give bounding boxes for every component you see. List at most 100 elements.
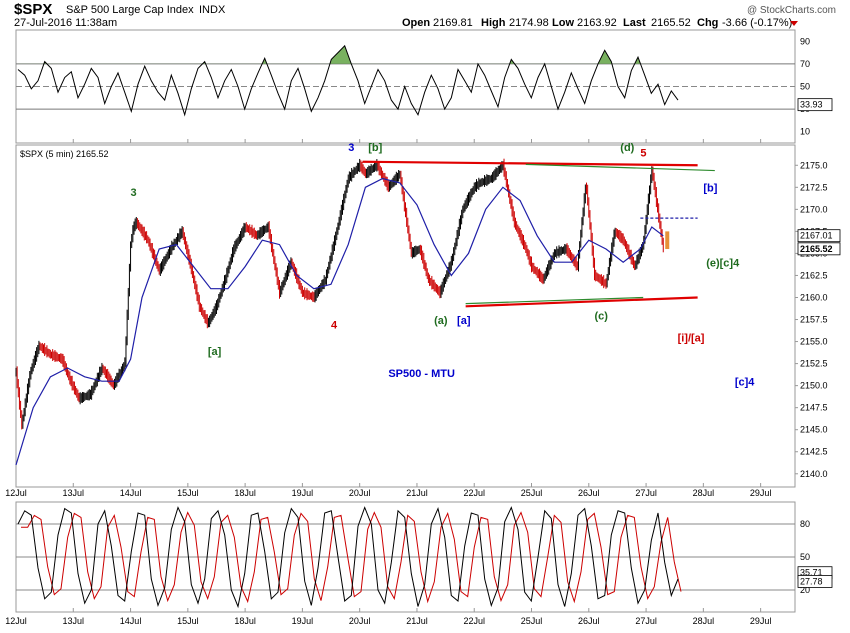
xtick-label-bottom-10: 26Jul xyxy=(578,616,600,626)
upper-oscillator-line xyxy=(17,44,679,117)
xtick-label-bottom-0: 12Jul xyxy=(5,616,27,626)
lower-value-label-1: 27.78 xyxy=(800,576,823,586)
last-candle xyxy=(665,231,670,250)
wave-label-13: [i]/[a] xyxy=(678,333,705,345)
price-ytick-label-8: 2155.0 xyxy=(800,337,828,347)
xtick-label-mid-12: 28Jul xyxy=(693,488,715,498)
price-ytick-label-14: 2140.0 xyxy=(800,469,828,479)
upper-last-value-box xyxy=(797,98,833,112)
price-panel-title: $SPX (5 min) 2165.52 xyxy=(20,149,109,159)
upper-oscillator-panel: 907050301033.93 xyxy=(16,36,833,137)
wave-label-12: (e)[c]4 xyxy=(706,258,740,270)
wave-label-14: [c]4 xyxy=(735,377,755,389)
xtick-label-mid-11: 27Jul xyxy=(635,488,657,498)
lower-signal-line xyxy=(21,511,682,604)
upper-ytick-label-0: 90 xyxy=(800,36,810,46)
xtick-label-mid-4: 18Jul xyxy=(234,488,256,498)
xtick-label-mid-8: 22Jul xyxy=(463,488,485,498)
xtick-label-mid-5: 19Jul xyxy=(292,488,314,498)
trendline-upper-green xyxy=(525,163,715,172)
trendline-lower-red xyxy=(465,296,698,308)
price-ytick-label-6: 2160.0 xyxy=(800,292,828,302)
wave-label-0: 3 xyxy=(131,187,137,199)
low-label: Low xyxy=(552,17,574,29)
price-ytick-label-0: 2175.0 xyxy=(800,160,828,170)
xtick-label-bottom-2: 14Jul xyxy=(120,616,142,626)
wave-label-1: [a] xyxy=(208,346,222,358)
open-value: 2169.81 xyxy=(433,17,473,29)
index-name: S&P 500 Large Cap Index xyxy=(66,4,194,16)
xtick-label-mid-10: 26Jul xyxy=(578,488,600,498)
lower-oscillator-line xyxy=(17,506,679,609)
moving-average-line xyxy=(15,177,664,466)
last-price-label: 2165.52 xyxy=(800,244,833,254)
down-arrow-icon xyxy=(790,21,798,26)
lower-value-label-0: 35.71 xyxy=(800,568,823,578)
xtick-label-mid-0: 12Jul xyxy=(5,488,27,498)
upper-ytick-label-1: 70 xyxy=(800,59,810,69)
price-ytick-label-13: 2142.5 xyxy=(800,447,828,457)
credit: @ StockCharts.com xyxy=(747,5,836,16)
lower-ytick-label-1: 50 xyxy=(800,552,810,562)
exchange: INDX xyxy=(199,4,226,16)
xtick-label-mid-1: 13Jul xyxy=(63,488,85,498)
high-value: 2174.98 xyxy=(509,17,549,29)
price-panel-frame xyxy=(15,144,796,488)
wave-label-4: [b] xyxy=(368,142,382,154)
chg-value: -3.66 (-0.17%) xyxy=(722,17,792,29)
symbol: $SPX xyxy=(14,1,52,18)
wave-label-10: 5 xyxy=(640,147,646,159)
xtick-label-bottom-12: 28Jul xyxy=(693,616,715,626)
trendline-lower-green xyxy=(465,296,644,305)
xtick-label-bottom-1: 13Jul xyxy=(63,616,85,626)
price-ytick-label-11: 2147.5 xyxy=(800,403,828,413)
ma-value-label: 2167.01 xyxy=(800,231,833,241)
wave-label-5: (a) xyxy=(434,315,448,327)
price-ytick-label-5: 2162.5 xyxy=(800,270,828,280)
xtick-label-mid-13: 29Jul xyxy=(750,488,772,498)
last-price-box xyxy=(797,242,841,256)
price-ytick-label-1: 2172.5 xyxy=(800,182,828,192)
last-label: Last xyxy=(623,17,646,29)
xtick-label-mid-7: 21Jul xyxy=(406,488,428,498)
datetime: 27-Jul-2016 11:38am xyxy=(14,17,117,29)
last-value: 2165.52 xyxy=(651,17,691,29)
wave-label-11: [b] xyxy=(703,183,717,195)
wave-label-3: 3 xyxy=(348,142,354,154)
trendline-upper-red xyxy=(362,160,698,167)
xtick-label-mid-9: 25Jul xyxy=(521,488,543,498)
open-label: Open xyxy=(402,17,430,29)
xtick-label-mid-3: 15Jul xyxy=(177,488,199,498)
chg-label: Chg xyxy=(697,17,718,29)
price-ytick-label-10: 2150.0 xyxy=(800,381,828,391)
price-ytick-label-7: 2157.5 xyxy=(800,315,828,325)
price-bars xyxy=(15,158,664,430)
xtick-label-bottom-6: 20Jul xyxy=(349,616,371,626)
xtick-label-bottom-13: 29Jul xyxy=(750,616,772,626)
xtick-label-bottom-8: 22Jul xyxy=(463,616,485,626)
wave-label-8: (c) xyxy=(595,311,609,323)
lower-ytick-label-0: 80 xyxy=(800,519,810,529)
ma-value-box xyxy=(797,229,841,243)
upper-ytick-label-4: 10 xyxy=(800,127,810,137)
upper-last-value: 33.93 xyxy=(800,100,823,110)
xtick-label-bottom-9: 25Jul xyxy=(521,616,543,626)
xtick-label-mid-2: 14Jul xyxy=(120,488,142,498)
xtick-label-bottom-5: 19Jul xyxy=(292,616,314,626)
lower-ytick-label-2: 20 xyxy=(800,585,810,595)
xtick-label-bottom-7: 21Jul xyxy=(406,616,428,626)
price-ytick-label-12: 2145.0 xyxy=(800,425,828,435)
lower-value-box-1 xyxy=(797,575,833,588)
xtick-label-bottom-4: 18Jul xyxy=(234,616,256,626)
price-ytick-label-9: 2152.5 xyxy=(800,359,828,369)
xtick-label-mid-6: 20Jul xyxy=(349,488,371,498)
xtick-label-bottom-3: 15Jul xyxy=(177,616,199,626)
wave-label-7: SP500 - MTU xyxy=(388,368,455,380)
x-axis: 12Jul 12Jul 13Jul 13Jul 14Jul 14Jul 15Jul 15Jul… xyxy=(5,139,771,626)
price-ytick-label-2: 2170.0 xyxy=(800,204,828,214)
high-label: High xyxy=(481,17,506,29)
xtick-label-bottom-11: 27Jul xyxy=(635,616,657,626)
wave-label-6: [a] xyxy=(457,315,471,327)
